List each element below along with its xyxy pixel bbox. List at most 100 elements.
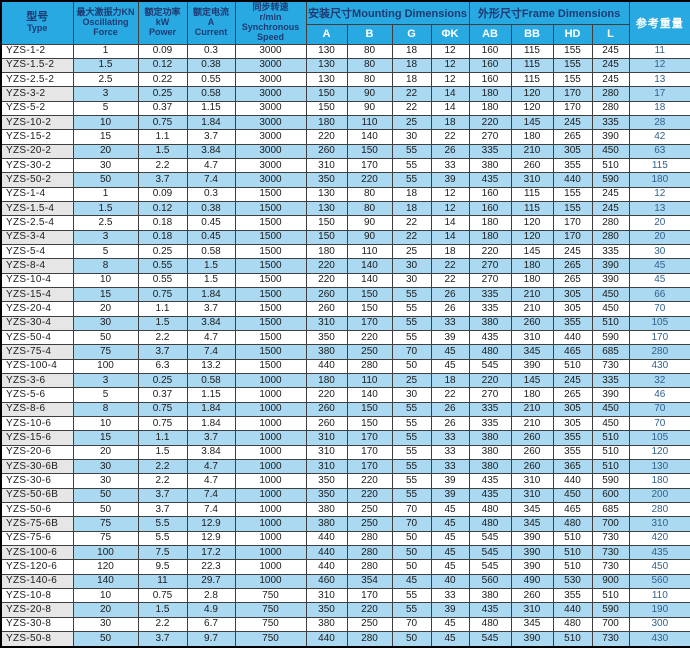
value-cell: 1.84 (186, 287, 236, 303)
value-cell: 10 (72, 272, 139, 289)
model-cell: YZS-20-6 (0, 444, 74, 461)
value-cell: 180 (468, 215, 512, 231)
value-cell: 345 (510, 516, 554, 532)
value-cell: 50 (391, 630, 432, 648)
value-cell: 250 (346, 616, 393, 632)
value-cell: 3.7 (186, 430, 236, 446)
weight-cell: 20 (628, 215, 690, 231)
table-row: YZS-75-6B 75 5.5 12.9 1000 380 250 70 45 480 345 48… (0, 516, 690, 532)
value-cell: 0.25 (137, 244, 188, 260)
value-cell: 110 (346, 244, 393, 260)
col-group-mounting: 安装尺寸Mounting Dimensions (305, 0, 470, 25)
value-cell: 140 (346, 258, 393, 274)
col-header-b: B (346, 23, 393, 45)
weight-cell: 450 (628, 559, 690, 575)
value-cell: 1.5 (137, 444, 188, 461)
weight-cell: 110 (628, 587, 690, 604)
table-row: YZS-30-4 30 1.5 3.84 1500 310 170 55 33 380 260 355… (0, 315, 690, 332)
value-cell: 1 (72, 43, 139, 59)
value-cell: 220 (305, 258, 348, 274)
value-cell: 245 (552, 115, 593, 131)
value-cell: 5 (72, 100, 139, 117)
value-cell: 345 (510, 344, 554, 360)
model-cell: YZS-2.5-2 (0, 72, 74, 88)
col-header-l: L (591, 23, 630, 45)
model-cell: YZS-3-2 (0, 86, 74, 102)
value-cell: 45 (430, 516, 470, 532)
value-cell: 0.3 (186, 186, 236, 203)
weight-cell: 310 (628, 516, 690, 532)
value-cell: 1500 (234, 186, 307, 203)
value-cell: 380 (468, 315, 512, 332)
weight-cell: 560 (628, 573, 690, 589)
value-cell: 220 (468, 115, 512, 131)
value-cell: 22 (430, 272, 470, 289)
model-cell: YZS-1-2 (0, 43, 74, 59)
value-cell: 380 (305, 516, 348, 532)
value-cell: 33 (430, 158, 470, 174)
weight-cell: 435 (628, 544, 690, 561)
value-cell: 440 (305, 630, 348, 648)
value-cell: 390 (591, 258, 630, 274)
weight-cell: 13 (628, 201, 690, 217)
value-cell: 0.55 (137, 258, 188, 274)
value-cell: 1.1 (137, 301, 188, 317)
weight-cell: 420 (628, 530, 690, 546)
value-cell: 1.1 (137, 129, 188, 145)
table-row: YZS-100-4 100 6.3 13.2 1500 440 280 50 45 545 390 5… (0, 358, 690, 375)
value-cell: 280 (346, 559, 393, 575)
value-cell: 450 (591, 416, 630, 432)
value-cell: 280 (591, 229, 630, 246)
value-cell: 3000 (234, 115, 307, 131)
value-cell: 55 (391, 459, 432, 475)
value-cell: 30 (391, 258, 432, 274)
table-row: YZS-1-4 1 0.09 0.3 1500 130 80 18 12 160 115 155 245… (0, 186, 690, 203)
value-cell: 0.55 (186, 72, 236, 88)
value-cell: 1500 (234, 287, 307, 303)
value-cell: 145 (510, 373, 554, 389)
value-cell: 3000 (234, 57, 307, 74)
value-cell: 180 (468, 229, 512, 246)
value-cell: 350 (305, 473, 348, 489)
value-cell: 750 (234, 616, 307, 632)
value-cell: 80 (346, 57, 393, 74)
value-cell: 390 (591, 272, 630, 289)
value-cell: 440 (305, 530, 348, 546)
value-cell: 0.3 (186, 43, 236, 59)
value-cell: 305 (552, 287, 593, 303)
col-header-hd: HD (552, 23, 593, 45)
value-cell: 0.22 (137, 72, 188, 88)
value-cell: 210 (510, 287, 554, 303)
value-cell: 150 (305, 229, 348, 246)
value-cell: 730 (591, 559, 630, 575)
value-cell: 0.37 (137, 100, 188, 117)
value-cell: 1500 (234, 201, 307, 217)
value-cell: 180 (510, 272, 554, 289)
value-cell: 8 (72, 401, 139, 418)
model-cell: YZS-50-2 (0, 172, 74, 188)
value-cell: 1.5 (137, 602, 188, 618)
model-cell: YZS-75-6B (0, 516, 74, 532)
value-cell: 140 (346, 387, 393, 403)
value-cell: 245 (591, 72, 630, 88)
value-cell: 270 (468, 272, 512, 289)
value-cell: 75 (72, 530, 139, 546)
value-cell: 435 (468, 487, 512, 504)
col-header-speed: 同步转速 r/min Synchronous Speed (234, 0, 307, 45)
value-cell: 170 (552, 215, 593, 231)
value-cell: 26 (430, 287, 470, 303)
value-cell: 150 (346, 143, 393, 160)
value-cell: 310 (510, 172, 554, 188)
value-cell: 900 (591, 573, 630, 589)
value-cell: 29.7 (186, 573, 236, 589)
value-cell: 45 (430, 559, 470, 575)
value-cell: 435 (468, 602, 512, 618)
value-cell: 335 (468, 143, 512, 160)
value-cell: 310 (305, 158, 348, 174)
value-cell: 3.7 (137, 630, 188, 648)
value-cell: 170 (346, 315, 393, 332)
value-cell: 70 (391, 516, 432, 532)
value-cell: 170 (346, 587, 393, 604)
value-cell: 380 (468, 430, 512, 446)
value-cell: 1000 (234, 459, 307, 475)
